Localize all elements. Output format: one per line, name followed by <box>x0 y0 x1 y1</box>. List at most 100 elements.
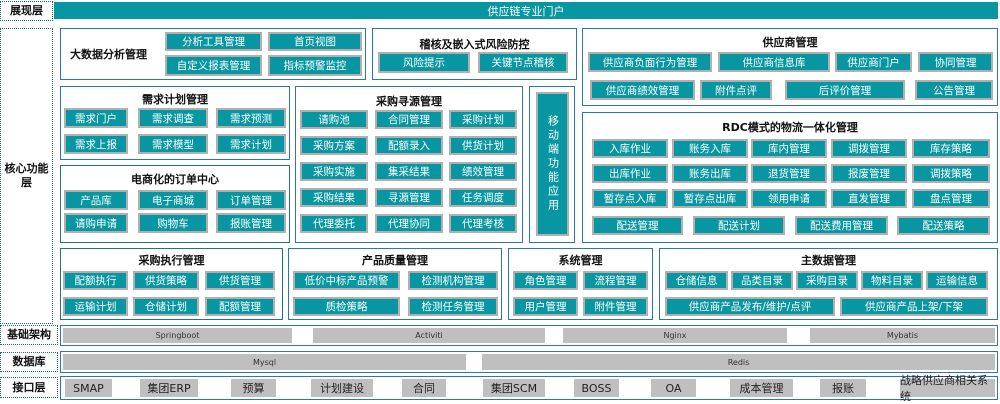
module-item-system[interactable]: 流程管理 <box>583 271 648 290</box>
module-item-rdc[interactable]: 盘点管理 <box>912 189 990 208</box>
module-item-execution[interactable]: 配额执行 <box>63 271 128 290</box>
module-item-execution[interactable]: 供货策略 <box>133 271 199 290</box>
module-item-sourcing[interactable]: 代理协同 <box>375 214 443 233</box>
module-title-execution: 采购执行管理 <box>138 254 205 267</box>
module-item-sourcing[interactable]: 请购池 <box>300 110 368 129</box>
module-item-demand[interactable]: 需求预测 <box>216 108 286 128</box>
module-item-ecommerce[interactable]: 报账管理 <box>216 213 286 233</box>
module-item-bigdata[interactable]: 分析工具管理 <box>165 32 262 51</box>
module-item-demand[interactable]: 需求调查 <box>138 108 208 128</box>
module-item-rdc[interactable]: 配送策略 <box>897 216 990 235</box>
portal-bar[interactable]: 供应链专业门户 <box>54 2 998 19</box>
layer-label-core: 核心功能层 <box>0 28 53 324</box>
module-item-sourcing[interactable]: 采购方案 <box>300 136 368 155</box>
module-item-execution[interactable]: 运输计划 <box>63 297 128 316</box>
module-item-system[interactable]: 角色管理 <box>513 271 578 290</box>
module-item-rdc[interactable]: 配送管理 <box>592 216 683 235</box>
layer-label-database: 数据库 <box>0 352 58 372</box>
module-item-ecommerce[interactable]: 电子商城 <box>138 190 208 210</box>
interface-item: 预算 <box>231 379 276 397</box>
module-item-rdc[interactable]: 账务入库 <box>672 139 748 158</box>
module-item-supplier[interactable]: 供应商绩效管理 <box>590 80 695 100</box>
module-item-masterdata[interactable]: 采购目录 <box>796 271 858 290</box>
module-item-masterdata[interactable]: 供应商产品发布/维护/点评 <box>665 297 835 316</box>
module-item-quality[interactable]: 低价中标产品预警 <box>293 271 400 290</box>
module-item-supplier[interactable]: 附件点评 <box>700 80 772 100</box>
module-item-quality[interactable]: 检测任务管理 <box>408 297 498 316</box>
module-item-rdc[interactable]: 出库作业 <box>592 164 668 183</box>
module-title-system: 系统管理 <box>558 254 603 267</box>
module-item-audit[interactable]: 风险提示 <box>378 52 470 73</box>
module-item-quality[interactable]: 检测机构管理 <box>408 271 498 290</box>
module-item-supplier[interactable]: 协同管理 <box>918 52 993 72</box>
module-item-sourcing[interactable]: 采购实施 <box>300 162 368 181</box>
module-item-rdc[interactable]: 账务出库 <box>672 164 748 183</box>
layer-label-presentation: 展现层 <box>0 1 53 21</box>
module-item-sourcing[interactable]: 绩效管理 <box>449 162 517 181</box>
module-item-masterdata[interactable]: 物料目录 <box>861 271 923 290</box>
module-item-bigdata[interactable]: 指标预警监控 <box>268 55 362 76</box>
module-item-rdc[interactable]: 配送费用管理 <box>795 216 888 235</box>
interface-item: 计划建设 <box>311 379 373 397</box>
module-item-ecommerce[interactable]: 购物车 <box>138 213 208 233</box>
module-item-execution[interactable]: 仓储计划 <box>133 297 199 316</box>
module-item-demand[interactable]: 需求门户 <box>64 108 128 128</box>
module-item-bigdata[interactable]: 自定义报表管理 <box>165 55 262 76</box>
database-item: Mysql <box>63 354 466 370</box>
module-item-audit[interactable]: 关键节点稽核 <box>478 52 568 73</box>
module-item-rdc[interactable]: 直发管理 <box>831 189 907 208</box>
module-item-sourcing[interactable]: 代理委托 <box>300 214 368 233</box>
module-item-execution[interactable]: 供货管理 <box>205 271 275 290</box>
module-item-sourcing[interactable]: 采购计划 <box>449 110 517 129</box>
module-item-supplier[interactable]: 后评价管理 <box>785 80 905 100</box>
interface-item: 成本管理 <box>730 379 793 397</box>
module-item-sourcing[interactable]: 采购结果 <box>300 188 368 207</box>
module-item-masterdata[interactable]: 运输信息 <box>926 271 988 290</box>
module-item-rdc[interactable]: 报废管理 <box>831 164 907 183</box>
module-item-system[interactable]: 附件管理 <box>583 297 648 316</box>
module-item-ecommerce[interactable]: 产品库 <box>64 190 128 210</box>
module-item-ecommerce[interactable]: 订单管理 <box>216 190 286 210</box>
module-item-sourcing[interactable]: 任务调度 <box>449 188 517 207</box>
module-item-rdc[interactable]: 库内管理 <box>751 139 827 158</box>
infrastructure-item: Springboot <box>63 328 292 343</box>
database-item: Redis <box>482 354 995 370</box>
module-item-rdc[interactable]: 退货管理 <box>751 164 827 183</box>
module-item-bigdata[interactable]: 首页视图 <box>268 32 362 51</box>
module-item-rdc[interactable]: 调拨管理 <box>831 139 907 158</box>
module-item-masterdata[interactable]: 仓储信息 <box>665 271 728 290</box>
module-item-masterdata[interactable]: 品类目录 <box>731 271 793 290</box>
infrastructure-item: Activiti <box>313 328 545 343</box>
module-item-sourcing[interactable]: 供货计划 <box>449 136 517 155</box>
module-item-masterdata[interactable]: 供应商产品上架/下架 <box>840 297 988 316</box>
module-item-sourcing[interactable]: 配额录入 <box>375 136 443 155</box>
module-item-sourcing[interactable]: 合同管理 <box>375 110 443 129</box>
module-item-supplier[interactable]: 供应商信息库 <box>718 52 830 72</box>
module-item-quality[interactable]: 质检策略 <box>293 297 400 316</box>
module-item-supplier[interactable]: 公告管理 <box>915 80 993 100</box>
module-item-sourcing[interactable]: 代理考核 <box>449 214 517 233</box>
module-item-supplier[interactable]: 供应商门户 <box>835 52 912 72</box>
module-item-sourcing[interactable]: 集采结果 <box>375 162 443 181</box>
module-item-rdc[interactable]: 暂存点入库 <box>592 189 668 208</box>
module-title-quality: 产品质量管理 <box>362 254 428 267</box>
module-item-rdc[interactable]: 领用申请 <box>751 189 827 208</box>
module-item-rdc[interactable]: 暂存点出库 <box>672 189 748 208</box>
module-item-demand[interactable]: 需求计划 <box>216 134 286 154</box>
module-item-rdc[interactable]: 入库作业 <box>592 139 668 158</box>
module-title-masterdata: 主数据管理 <box>801 254 856 267</box>
interface-item: BOSS <box>574 379 619 397</box>
module-item-supplier[interactable]: 供应商负面行为管理 <box>588 52 712 72</box>
mobile-app-button[interactable]: 移动端功能应用 <box>536 92 569 236</box>
module-item-execution[interactable]: 配额管理 <box>205 297 275 316</box>
module-item-rdc[interactable]: 库存策略 <box>912 139 990 158</box>
interface-item: 战略供应商相关系统 <box>900 374 995 403</box>
module-item-rdc[interactable]: 调拨策略 <box>912 164 990 183</box>
module-item-system[interactable]: 用户管理 <box>513 297 578 316</box>
infrastructure-item: Mybatis <box>810 328 995 343</box>
module-item-demand[interactable]: 需求模型 <box>138 134 208 154</box>
module-item-ecommerce[interactable]: 请购申请 <box>64 213 128 233</box>
module-item-sourcing[interactable]: 寻源管理 <box>375 188 443 207</box>
module-item-rdc[interactable]: 配送计划 <box>693 216 785 235</box>
module-item-demand[interactable]: 需求上报 <box>64 134 128 154</box>
